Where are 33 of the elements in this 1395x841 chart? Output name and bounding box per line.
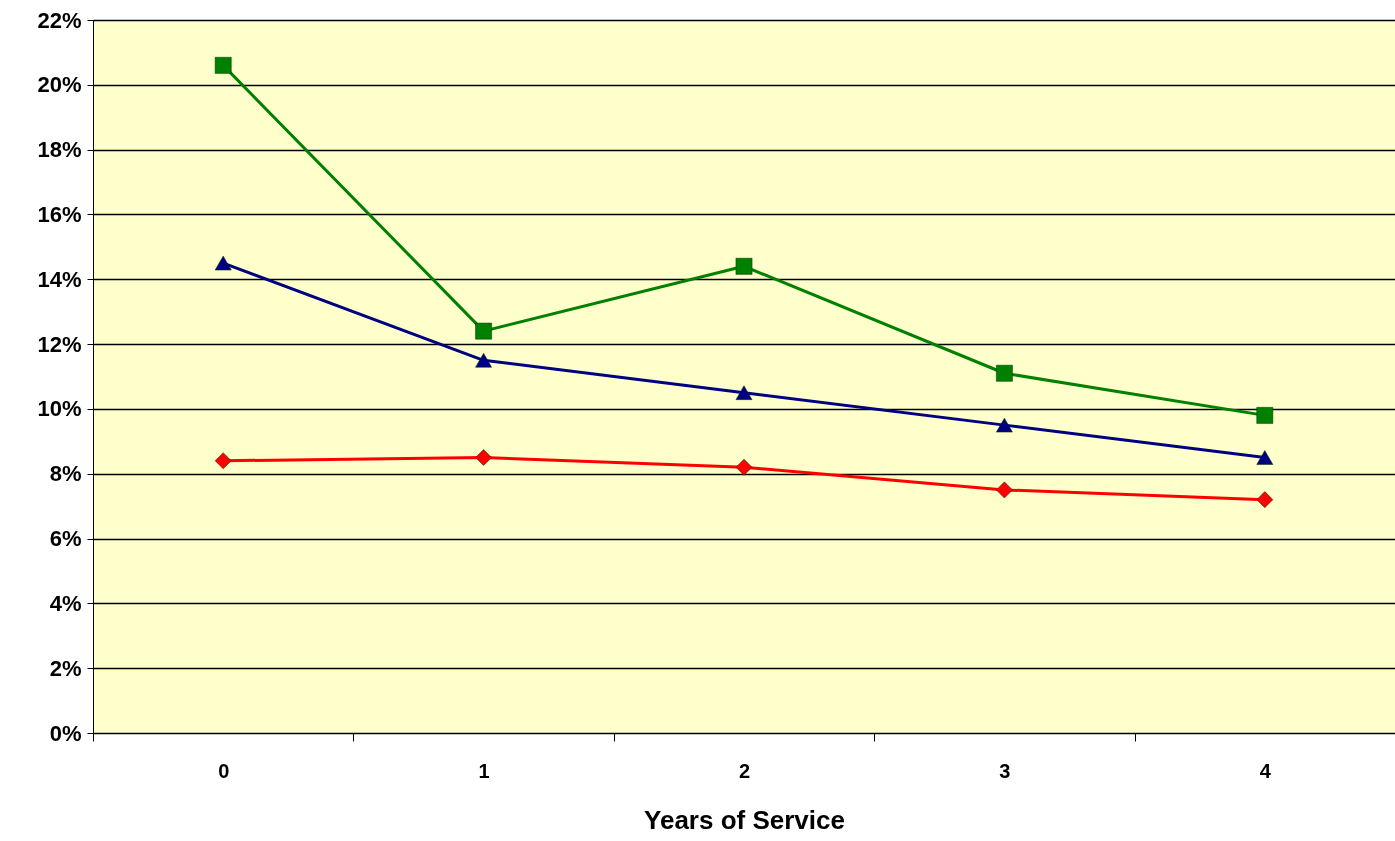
point	[475, 448, 493, 467]
point	[995, 364, 1013, 382]
point	[735, 257, 753, 275]
point	[475, 322, 493, 340]
y-tick-label: 22%	[37, 7, 82, 33]
point	[735, 458, 753, 476]
point	[1256, 491, 1274, 509]
y-tick-label: 0%	[49, 720, 82, 746]
point	[995, 481, 1013, 499]
y-tick-label: 6%	[49, 526, 82, 552]
point	[214, 255, 232, 271]
y-tick-label: 18%	[37, 137, 82, 163]
point	[735, 385, 753, 401]
point	[1256, 406, 1274, 424]
y-tick-label: 20%	[37, 72, 82, 98]
x-tick-label: 2	[738, 759, 751, 782]
point	[995, 417, 1013, 433]
y-tick-label: 2%	[49, 655, 82, 681]
x-axis-title: Years of Service	[644, 804, 845, 835]
y-tick-label: 4%	[49, 590, 82, 616]
point	[475, 352, 493, 368]
point	[214, 56, 232, 74]
x-tick-label: 0	[218, 759, 230, 782]
point	[1256, 450, 1274, 465]
y-tick-label: 16%	[37, 201, 82, 227]
y-tick-label: 14%	[37, 266, 82, 292]
x-tick-label: 3	[999, 759, 1011, 782]
x-tick-label: 4	[1259, 759, 1272, 782]
y-tick-label: 12%	[37, 331, 82, 357]
point	[214, 452, 232, 470]
x-tick-label: 1	[478, 759, 490, 782]
y-tick-label: 10%	[37, 396, 82, 422]
y-tick-label: 8%	[49, 461, 82, 487]
